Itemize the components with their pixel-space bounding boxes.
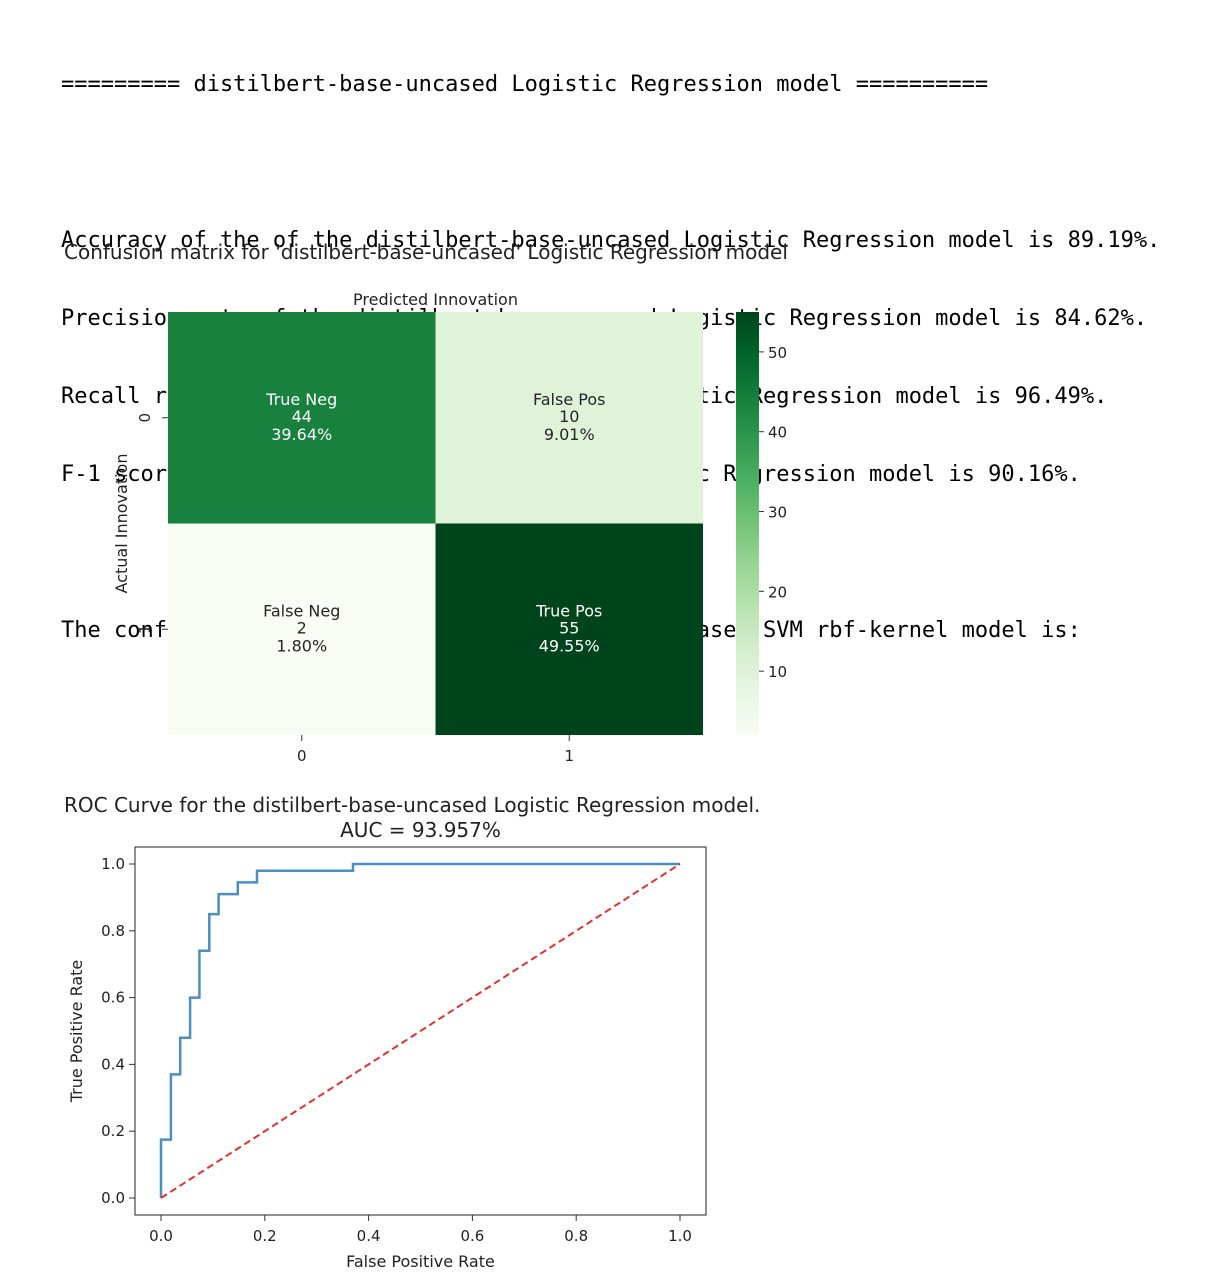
roc-chart: ROC Curve for the distilbert-base-uncase… [64,793,760,1271]
y-tick-label: 0.4 [101,1055,125,1073]
cell-label: True Pos [535,601,602,620]
x-tick-label: 0.0 [149,1227,173,1245]
colorbar-tick-label: 40 [768,424,787,442]
x-tick-label: 0.6 [460,1227,484,1245]
x-axis-label: False Positive Rate [346,1252,495,1271]
cell-label: False Pos [533,390,605,409]
cell-percent: 49.55% [539,636,600,655]
output-header: ========= distilbert-base-uncased Logist… [61,72,989,97]
x-tick-label: 0.4 [357,1227,381,1245]
cell-label: True Neg [265,390,337,409]
plot-frame [134,846,707,1216]
y-tick-label: 0.6 [101,989,125,1007]
roc-auc-subtitle: AUC = 93.957% [340,818,501,842]
y-axis-label: True Positive Rate [67,960,86,1104]
cell-count: 2 [297,618,307,637]
colorbar-tick-label: 20 [768,583,787,601]
y-tick-label: 0.8 [101,922,125,940]
confusion-matrix-title: Confusion matrix for 'distilbert-base-un… [64,240,788,264]
accuracy-line: Accuracy of the of the distilbert-base-u… [61,228,1161,253]
y-tick-label: 0.0 [101,1189,125,1207]
y-axis-label: Actual Innovation [112,454,131,594]
confusion-matrix-chart: Predicted Innovation Actual Innovation Tru… [112,290,787,765]
cell-count: 55 [559,618,579,637]
roc-curve-line [159,862,680,1198]
y-tick-label: 1.0 [101,855,125,873]
x-axis-label: Predicted Innovation [353,290,518,309]
colorbar-tick-label: 30 [768,504,787,522]
x-tick-label: 0 [297,747,307,765]
colorbar [736,312,759,735]
heatmap-cell [168,312,436,524]
x-tick-label: 0.8 [564,1227,588,1245]
heatmap-cell [435,312,703,524]
x-tick-label: 1 [564,747,574,765]
cell-count: 10 [559,407,579,426]
x-tick-label: 1.0 [668,1227,692,1245]
cell-count: 44 [292,407,312,426]
colorbar-tick-label: 50 [768,344,787,362]
heatmap-cell [168,523,436,735]
y-tick-label: 0 [136,413,154,423]
chance-diagonal-line [160,863,681,1199]
cell-percent: 39.64% [271,425,332,444]
x-tick-label: 0.2 [253,1227,277,1245]
y-tick-label: 0.2 [101,1122,125,1140]
colorbar-tick-label: 10 [768,663,787,681]
cell-label: False Neg [263,601,340,620]
cell-percent: 9.01% [544,425,595,444]
heatmap-cell [435,523,703,735]
cell-percent: 1.80% [276,636,327,655]
roc-title: ROC Curve for the distilbert-base-uncase… [64,793,760,817]
y-tick-label: 1 [136,624,154,634]
